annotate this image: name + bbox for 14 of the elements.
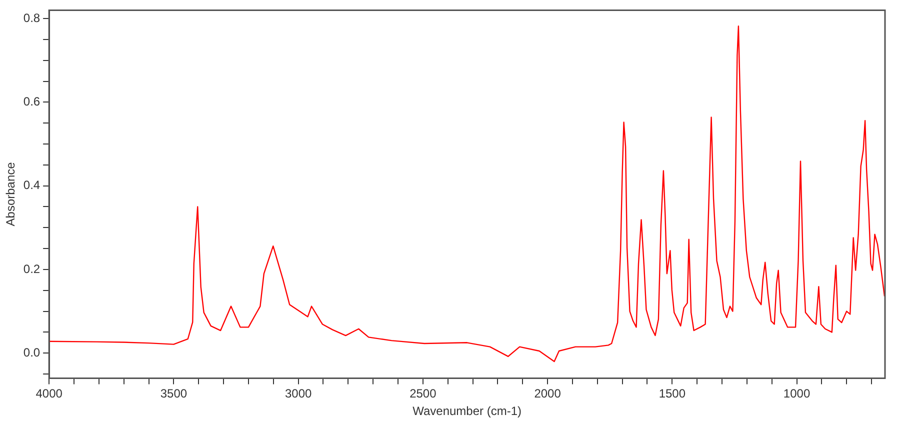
y-tick-label: 0.0 [23, 345, 40, 360]
y-axis-title: Absorbance [4, 162, 18, 226]
x-tick-label: 4000 [36, 386, 63, 401]
y-tick-label: 0.6 [23, 94, 40, 109]
x-tick-label: 1500 [658, 386, 686, 401]
x-axis-title: Wavenumber (cm-1) [412, 404, 522, 418]
y-tick-label: 0.4 [23, 178, 40, 192]
x-tick-label: 2000 [534, 386, 562, 401]
x-tick-label: 3000 [284, 386, 312, 401]
x-tick-label: 2500 [410, 386, 437, 401]
y-tick-label: 0.8 [23, 10, 40, 25]
x-tick-label: 1000 [783, 386, 810, 401]
y-tick-label: 0.2 [23, 262, 40, 276]
x-tick-label: 3500 [160, 386, 188, 401]
